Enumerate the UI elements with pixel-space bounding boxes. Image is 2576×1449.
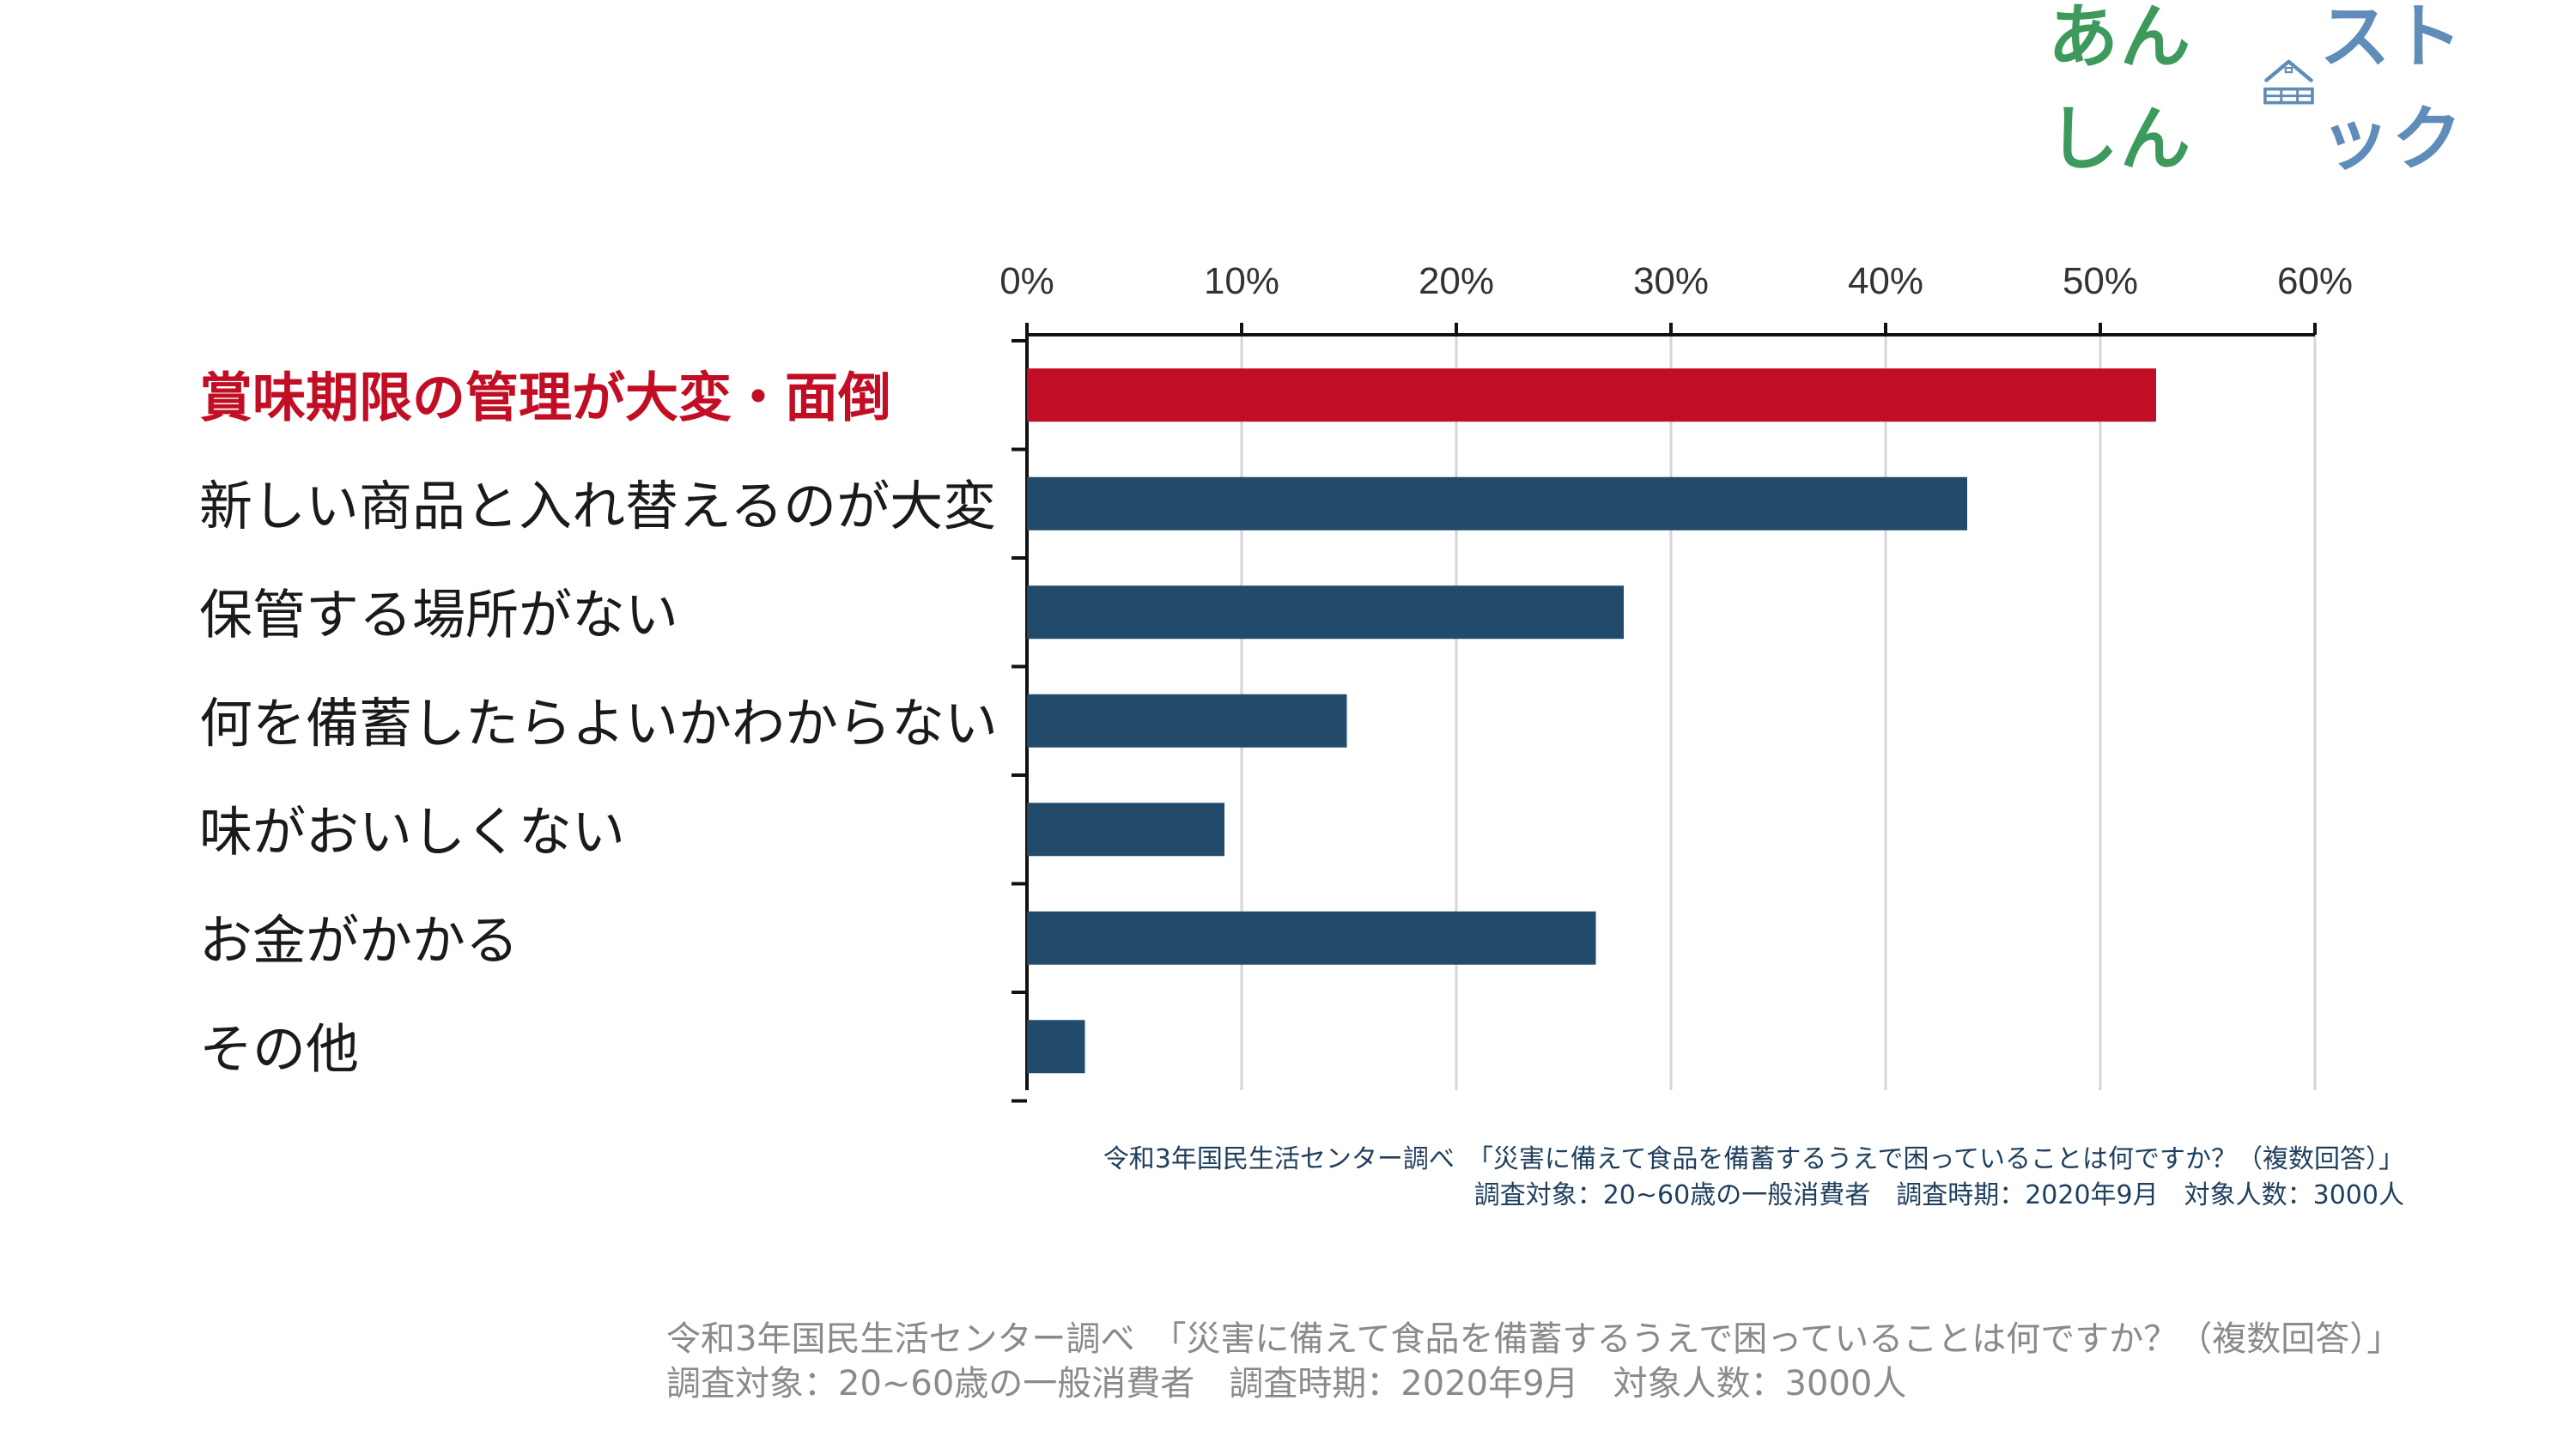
source-small-line2: 調査対象：20~60歳の一般消費者 調査時期：2020年9月 対象人数：3000… (1473, 1180, 2404, 1210)
category-label-highlight: 賞味期限の管理が大変・面倒 (199, 366, 891, 428)
x-tick-label: 40% (1848, 260, 1923, 302)
source-small-line1: 令和3年国民生活センター調べ 「災害に備えて食品を備蓄するうえで困っていることは… (1103, 1144, 2404, 1174)
x-tick-label: 30% (1633, 260, 1709, 302)
category-label: その他 (199, 1017, 359, 1080)
category-label: 何を備蓄したらよいかわからない (199, 692, 998, 755)
bar (1027, 1020, 1085, 1074)
x-tick-label: 50% (2063, 260, 2138, 302)
x-tick-label: 0% (999, 260, 1054, 302)
category-label: 保管する場所がない (199, 583, 678, 646)
bar-highlight (1027, 368, 2156, 422)
bar (1027, 476, 1967, 530)
x-tick-label: 20% (1419, 260, 1494, 302)
source-large-line1: 令和3年国民生活センター調べ 「災害に備えて食品を備蓄するうえで困っていることは… (666, 1319, 2402, 1359)
source-note-small: 令和3年国民生活センター調べ 「災害に備えて食品を備蓄するうえで困っていることは… (859, 1142, 2404, 1214)
x-tick-label: 10% (1204, 260, 1279, 302)
bar (1027, 803, 1224, 857)
x-tick-label: 60% (2277, 260, 2353, 302)
house-icon (2263, 59, 2314, 105)
brand-name-part2: ストック (2319, 0, 2464, 180)
source-large-line2: 調査対象：20~60歳の一般消費者 調査時期：2020年9月 対象人数：3000… (666, 1364, 1907, 1404)
category-label: 味がおいしくない (199, 800, 625, 863)
bar (1027, 694, 1347, 748)
category-label: 新しい商品と入れ替えるのが大変 (199, 475, 996, 537)
source-note-large: 令和3年国民生活センター調べ 「災害に備えて食品を備蓄するうえで困っていることは… (666, 1317, 2555, 1406)
bar (1027, 585, 1624, 640)
brand-name-part1: あんしん (2048, 0, 2193, 180)
brand-logo: あんしん ストック (2048, 0, 2529, 180)
category-label: お金がかかる (199, 909, 519, 972)
bar (1027, 911, 1596, 965)
